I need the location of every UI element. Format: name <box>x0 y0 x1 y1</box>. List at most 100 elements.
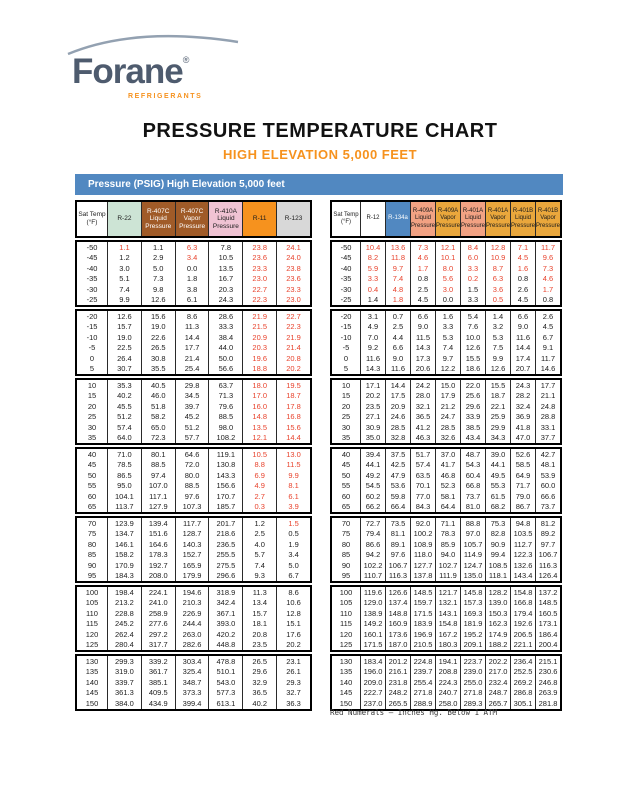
value-cell: 6.3 <box>174 242 209 253</box>
value-cell: 64.9 <box>510 470 535 481</box>
value-cell: 339.2 <box>140 656 175 667</box>
row-group: -50 10.4 13.6 7.3 12.1 8.4 12.8 7.1 11.7 -45 8.2 11… <box>330 240 562 307</box>
column-header: R-401A Liquid Pressure <box>460 202 485 236</box>
value-cell: 5.6 <box>435 273 460 284</box>
value-cell: 78.5 <box>107 459 141 470</box>
value-cell: 10.1 <box>435 252 460 263</box>
value-cell: 20.3 <box>242 342 276 353</box>
column-header: R-22 <box>107 202 141 236</box>
temp-cell: -20 <box>340 311 352 321</box>
value-cell: 224.1 <box>140 587 175 598</box>
table-row: 60 104.1 117.1 97.6 170.7 2.7 6.1 <box>77 491 310 502</box>
value-cell: 230.6 <box>535 666 560 677</box>
table-row: -45 1.2 2.9 3.4 10.5 23.6 24.0 <box>77 252 310 263</box>
table-row: 25 51.2 58.2 45.2 88.5 14.8 16.8 <box>77 411 310 422</box>
value-cell: 162.3 <box>485 618 510 629</box>
value-cell: 3.6 <box>485 284 510 295</box>
temp-cell: 70 <box>341 518 351 528</box>
value-cell: 9.2 <box>360 342 385 353</box>
value-cell: 51.7 <box>410 449 435 460</box>
value-cell: 149.2 <box>360 618 385 629</box>
value-cell: 3.4 <box>174 252 209 263</box>
row-group: 100 198.4 224.1 194.6 318.9 11.3 8.6 105 213.2 24… <box>75 585 312 652</box>
value-cell: 24.2 <box>410 380 435 391</box>
value-cell: 7.6 <box>460 321 485 332</box>
value-cell: 1.5 <box>460 284 485 295</box>
value-cell: 13.5 <box>242 422 276 433</box>
value-cell: 108.5 <box>485 560 510 571</box>
value-cell: 3.0 <box>435 284 460 295</box>
page-title: PRESSURE TEMPERATURE CHART <box>142 120 498 142</box>
value-cell: 7.8 <box>208 242 242 253</box>
table-row: 15 40.2 46.0 34.5 71.3 17.0 18.7 <box>77 390 310 401</box>
value-cell: 23.8 <box>242 242 276 253</box>
value-cell: 35.5 <box>140 363 175 374</box>
value-cell: 373.3 <box>174 687 209 698</box>
table-row: 75 79.4 81.1 100.2 78.3 97.0 82.8 103.5 89.2 <box>332 528 560 539</box>
row-group: 40 71.0 80.1 64.6 119.1 10.5 13.0 45 78.5 88.5 72.… <box>75 447 312 514</box>
value-cell: 218.6 <box>208 528 242 539</box>
value-cell: 1.1 <box>107 242 141 253</box>
value-cell: 160.9 <box>385 618 410 629</box>
value-cell: 222.7 <box>360 687 385 698</box>
value-cell: 305.1 <box>510 698 535 709</box>
row-group: 70 72.7 73.5 92.0 71.1 88.8 75.3 94.8 81.2 75 79.4… <box>330 516 562 583</box>
value-cell: 245.2 <box>107 618 141 629</box>
value-cell: 27.1 <box>360 411 385 422</box>
value-cell: 25.9 <box>485 411 510 422</box>
value-cell: 22.7 <box>276 311 310 322</box>
value-cell: 12.6 <box>107 311 141 322</box>
value-cell: 14.4 <box>510 342 535 353</box>
value-cell: 132.6 <box>510 560 535 571</box>
temp-cell: 15 <box>87 391 97 401</box>
value-cell: 167.2 <box>435 629 460 640</box>
value-cell: 8.6 <box>174 311 209 322</box>
temp-cell: 5 <box>343 364 349 374</box>
value-cell: 17.1 <box>360 380 385 391</box>
value-cell: 44.0 <box>208 342 242 353</box>
value-cell: 18.8 <box>242 363 276 374</box>
value-cell: 348.7 <box>174 677 209 688</box>
temp-cell: 110 <box>340 608 352 618</box>
value-cell: 60.2 <box>360 491 385 502</box>
value-cell: 1.8 <box>174 273 209 284</box>
value-cell: 281.8 <box>535 698 560 709</box>
row-group: 10 17.1 14.4 24.2 15.0 22.0 15.5 24.3 17.7 15 20.2… <box>330 378 562 445</box>
temp-cell: -10 <box>86 332 98 342</box>
value-cell: 7.3 <box>535 263 560 274</box>
value-cell: 88.8 <box>460 518 485 529</box>
value-cell: 85.9 <box>435 539 460 550</box>
value-cell: 71.0 <box>107 449 141 460</box>
value-cell: 11.5 <box>276 459 310 470</box>
value-cell: 258.9 <box>140 608 175 619</box>
row-group: 100 119.6 126.6 148.5 121.7 145.8 128.2 154.8 13… <box>330 585 562 652</box>
value-cell: 210.3 <box>174 597 209 608</box>
value-cell: 4.9 <box>360 321 385 332</box>
value-cell: 385.1 <box>140 677 175 688</box>
value-cell: 217.0 <box>485 666 510 677</box>
temp-cell: -20 <box>86 311 98 321</box>
table-row: 70 123.9 139.4 117.7 201.7 1.2 1.5 <box>77 518 310 529</box>
value-cell: 56.6 <box>208 363 242 374</box>
value-cell: 5.4 <box>460 311 485 322</box>
value-cell: 30.9 <box>360 422 385 433</box>
value-cell: 35.0 <box>360 432 385 443</box>
value-cell: 18.7 <box>485 390 510 401</box>
value-cell: 160.1 <box>360 629 385 640</box>
value-cell: 269.2 <box>510 677 535 688</box>
value-cell: 116.3 <box>535 560 560 571</box>
value-cell: 17.5 <box>385 390 410 401</box>
value-cell: 58.2 <box>140 411 175 422</box>
value-cell: 7.4 <box>435 342 460 353</box>
value-cell: 11.6 <box>385 363 410 374</box>
temp-cell: 90 <box>341 560 351 570</box>
value-cell: 23.3 <box>242 263 276 274</box>
value-cell: 2.5 <box>385 321 410 332</box>
value-cell: 97.0 <box>460 528 485 539</box>
column-header: R-134a <box>385 202 410 236</box>
table-row: 70 72.7 73.5 92.0 71.1 88.8 75.3 94.8 81.2 <box>332 518 560 529</box>
table-row: 140 339.7 385.1 348.7 543.0 32.9 29.3 <box>77 677 310 688</box>
value-cell: 60.4 <box>460 470 485 481</box>
value-cell: 209.1 <box>460 639 485 650</box>
value-cell: 105.7 <box>460 539 485 550</box>
